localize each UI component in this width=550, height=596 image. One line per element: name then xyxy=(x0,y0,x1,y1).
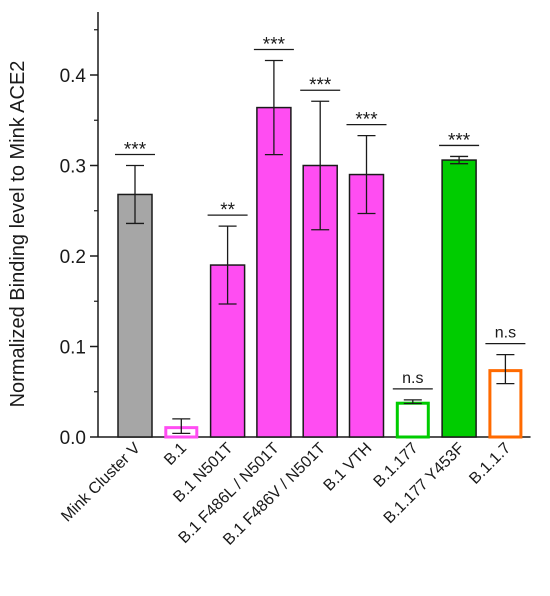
significance-label: ** xyxy=(220,200,235,221)
bar xyxy=(256,106,292,438)
y-tick-label: 0.0 xyxy=(60,428,86,449)
y-tick-label: 0.3 xyxy=(60,157,86,178)
bar xyxy=(117,193,153,438)
significance-label: n.s xyxy=(402,370,423,387)
x-tick-label: Mink Cluster V xyxy=(58,440,144,526)
y-tick-label: 0.4 xyxy=(60,66,87,87)
bar xyxy=(395,401,430,439)
x-tick-label: B.1.1.7 xyxy=(466,440,514,488)
y-axis-title: Normalized Binding level to Mink ACE2 xyxy=(7,61,29,408)
bar xyxy=(441,159,477,438)
bar xyxy=(348,173,385,438)
significance-label: *** xyxy=(309,75,332,96)
x-tick-label: B.1 xyxy=(161,440,190,469)
significance-label: n.s xyxy=(495,325,516,342)
x-tick-label: B.1 VTH xyxy=(321,440,376,495)
significance-label: *** xyxy=(355,110,378,131)
significance-label: *** xyxy=(448,130,471,151)
x-tick-label: B.1.177 Y453F xyxy=(381,440,468,527)
significance-label: *** xyxy=(263,35,286,56)
y-tick-label: 0.2 xyxy=(60,247,86,268)
significance-label: *** xyxy=(124,140,147,161)
y-tick-label: 0.1 xyxy=(60,338,86,359)
